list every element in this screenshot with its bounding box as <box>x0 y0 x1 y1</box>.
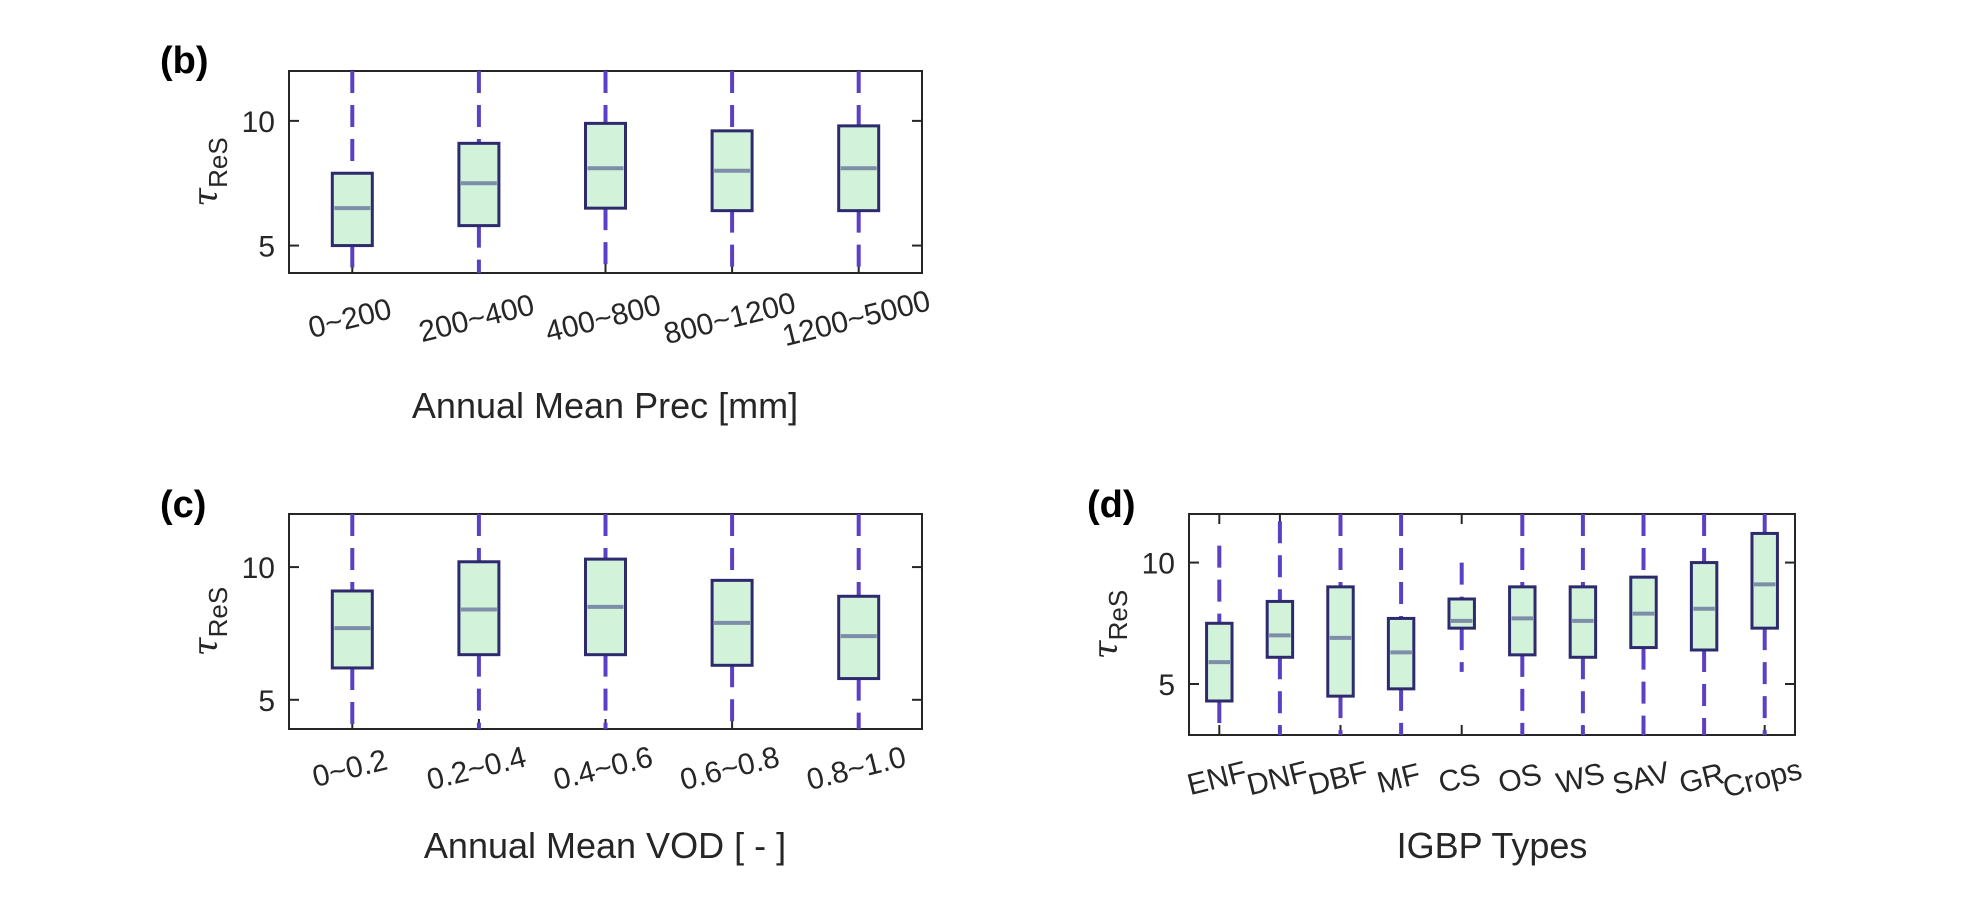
x-tick-label: 1200~5000 <box>779 285 933 354</box>
panel-c: 5 10 0~0.2 0.2~0.4 0.4~0.6 0.6~0.8 0.8~1.0 Annu… <box>160 484 923 866</box>
y-axis-label: τReS <box>186 587 233 656</box>
box-0~0.2: 0~0.2 <box>309 514 391 794</box>
box-iqr <box>1689 561 1719 652</box>
box-DNF: DNF <box>1244 514 1312 802</box>
box-iqr <box>1265 599 1295 659</box>
box-200~400: 200~400 <box>416 71 538 349</box>
panel-label: (c) <box>160 484 206 526</box>
x-axis-label: Annual Mean VOD [ - ] <box>424 825 786 866</box>
y-tick-label: 10 <box>242 106 275 139</box>
box-iqr <box>1508 585 1537 657</box>
x-tick-label: 0~200 <box>305 293 395 345</box>
y-axis-label: τReS <box>1086 590 1133 659</box>
box-DBF: DBF <box>1305 514 1371 802</box>
box-iqr <box>1750 531 1779 630</box>
x-axis-label: Annual Mean Prec [mm] <box>412 385 798 426</box>
box-ENF: ENF <box>1184 514 1250 802</box>
x-tick-label: CS <box>1435 758 1483 800</box>
x-tick-label: 0.2~0.4 <box>424 741 530 797</box>
box-OS: OS <box>1495 514 1545 800</box>
panel-label: (d) <box>1087 484 1136 526</box>
y-axis-label: τReS <box>186 137 233 206</box>
y-tick-label: 10 <box>242 552 275 585</box>
y-tick-label: 10 <box>1142 548 1175 581</box>
box-400~800: 400~800 <box>542 71 664 349</box>
x-tick-label: 0~0.2 <box>309 744 391 794</box>
box-iqr <box>584 121 627 210</box>
x-tick-label: OS <box>1495 758 1545 801</box>
x-tick-label: 400~800 <box>542 289 664 349</box>
box-SAV: SAV <box>1609 514 1673 802</box>
axes-frame <box>1188 513 1796 736</box>
x-tick-label: GR <box>1676 757 1728 800</box>
box-iqr <box>1447 597 1476 630</box>
box-Crops: Crops <box>1720 514 1806 804</box>
box-WS: WS <box>1553 514 1608 801</box>
box-1200~5000: 1200~5000 <box>779 71 934 354</box>
x-tick-label: 200~400 <box>416 289 538 349</box>
box-GR: GR <box>1676 514 1728 800</box>
box-iqr <box>1326 585 1355 698</box>
x-tick-label: DNF <box>1244 755 1312 802</box>
x-tick-label: SAV <box>1609 756 1673 802</box>
box-800~1200: 800~1200 <box>661 71 799 351</box>
x-tick-label: DBF <box>1305 756 1371 803</box>
panel-label: (b) <box>160 40 209 82</box>
box-0.2~0.4: 0.2~0.4 <box>424 514 530 797</box>
box-0.8~1.0: 0.8~1.0 <box>803 514 909 797</box>
y-tick-label: 5 <box>258 685 275 718</box>
box-CS: CS <box>1435 514 1484 800</box>
x-tick-label: Crops <box>1720 753 1806 804</box>
box-0.4~0.6: 0.4~0.6 <box>550 514 656 797</box>
x-tick-label: 0.8~1.0 <box>803 741 909 797</box>
x-axis-label: IGBP Types <box>1397 825 1588 866</box>
x-tick-label: 0.6~0.8 <box>677 741 783 797</box>
x-tick-label: MF <box>1374 758 1424 801</box>
x-tick-label: WS <box>1553 757 1608 801</box>
box-0.6~0.8: 0.6~0.8 <box>677 514 783 797</box>
y-tick-label: 5 <box>258 231 275 264</box>
x-tick-label: 800~1200 <box>661 287 799 352</box>
x-tick-label: 0.4~0.6 <box>550 741 656 797</box>
x-tick-label: ENF <box>1184 756 1250 803</box>
box-MF: MF <box>1374 514 1424 800</box>
box-0~200: 0~200 <box>305 71 395 345</box>
y-tick-label: 5 <box>1158 669 1175 702</box>
